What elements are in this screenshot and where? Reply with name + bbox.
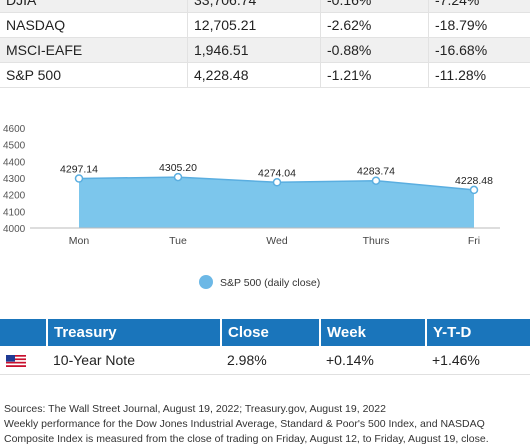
data-label: 4283.74 <box>357 166 395 178</box>
x-tick-label: Tue <box>169 235 187 247</box>
index-name: NASDAQ <box>0 13 188 38</box>
treasury-name: 10-Year Note <box>47 346 221 375</box>
treasury-week: +0.14% <box>320 346 426 375</box>
treasury-header-spacer <box>0 319 47 346</box>
market-index-table: DJIA 33,706.74 -0.16% -7.24% NASDAQ 12,7… <box>0 0 530 88</box>
data-label: 4274.04 <box>258 167 296 179</box>
index-week: -1.21% <box>321 63 429 88</box>
index-week: -0.16% <box>321 0 429 13</box>
treasury-ytd: +1.46% <box>426 346 530 375</box>
x-tick-label: Wed <box>266 235 288 247</box>
index-close: 12,705.21 <box>188 13 321 38</box>
legend-marker <box>199 275 213 289</box>
index-ytd: -7.24% <box>429 0 530 13</box>
data-point <box>175 174 182 181</box>
data-label: 4297.14 <box>60 164 98 176</box>
treasury-header-name: Treasury <box>47 319 221 346</box>
flag-cell <box>0 346 47 375</box>
data-point <box>274 179 281 186</box>
sources-line: Weekly performance for the Dow Jones Ind… <box>4 417 528 432</box>
y-tick-label: 4100 <box>3 207 26 218</box>
x-tick-label: Mon <box>69 235 90 247</box>
us-flag-icon <box>6 355 26 367</box>
table-row: NASDAQ 12,705.21 -2.62% -18.79% <box>0 13 530 38</box>
index-ytd: -18.79% <box>429 13 530 38</box>
legend-label: S&P 500 (daily close) <box>220 277 320 289</box>
y-tick-label: 4000 <box>3 224 26 235</box>
data-point <box>76 175 83 182</box>
treasury-close: 2.98% <box>221 346 320 375</box>
sources-line: Composite Index is measured from the clo… <box>4 432 528 447</box>
treasury-header-close: Close <box>221 319 320 346</box>
treasury-header-ytd: Y-T-D <box>426 319 530 346</box>
table-row: S&P 500 4,228.48 -1.21% -11.28% <box>0 63 530 88</box>
index-week: -2.62% <box>321 13 429 38</box>
index-week: -0.88% <box>321 38 429 63</box>
treasury-table: Treasury Close Week Y-T-D 10-Year Note 2… <box>0 319 530 375</box>
data-point <box>471 186 478 193</box>
table-row: DJIA 33,706.74 -0.16% -7.24% <box>0 0 530 13</box>
y-tick-label: 4200 <box>3 191 26 202</box>
index-close: 33,706.74 <box>188 0 321 13</box>
table-row: 10-Year Note 2.98% +0.14% +1.46% <box>0 346 530 375</box>
index-close: 4,228.48 <box>188 63 321 88</box>
index-name: MSCI-EAFE <box>0 38 188 63</box>
x-tick-label: Fri <box>468 235 480 247</box>
y-tick-label: 4600 <box>3 124 26 135</box>
index-ytd: -16.68% <box>429 38 530 63</box>
data-label: 4305.20 <box>159 162 197 174</box>
y-tick-label: 4400 <box>3 157 26 168</box>
y-tick-label: 4500 <box>3 141 26 152</box>
sp500-daily-chart: 4600 4500 4400 4300 4200 4100 4000 4297.14 Mon 43… <box>0 116 530 316</box>
treasury-header-week: Week <box>320 319 426 346</box>
y-tick-label: 4300 <box>3 174 26 185</box>
sources-note: Sources: The Wall Street Journal, August… <box>4 402 528 447</box>
data-point <box>373 177 380 184</box>
index-ytd: -11.28% <box>429 63 530 88</box>
index-name: DJIA <box>0 0 188 13</box>
index-close: 1,946.51 <box>188 38 321 63</box>
x-tick-label: Thurs <box>363 235 390 247</box>
data-label: 4228.48 <box>455 175 493 187</box>
table-row: MSCI-EAFE 1,946.51 -0.88% -16.68% <box>0 38 530 63</box>
treasury-header-row: Treasury Close Week Y-T-D <box>0 319 530 346</box>
sources-line: Sources: The Wall Street Journal, August… <box>4 402 528 417</box>
index-name: S&P 500 <box>0 63 188 88</box>
